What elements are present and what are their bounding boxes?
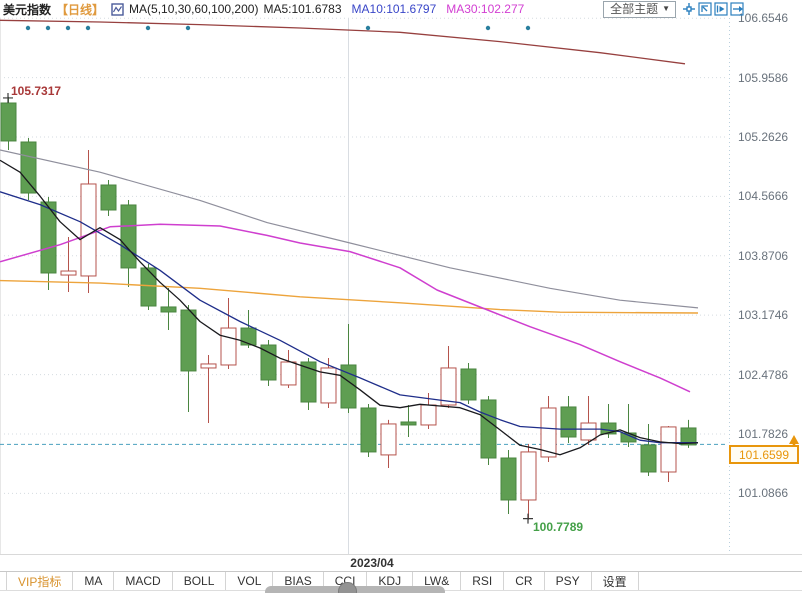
indicator-tab-RSI[interactable]: RSI [461,572,505,590]
legend-bar: 美元指数 【日线】 MA(5,10,30,60,100,200) MA5:101… [0,0,802,18]
last-price-tag: 101.6599 [729,445,799,465]
price-alert-arrow-icon [789,435,799,447]
candle[interactable] [380,423,397,456]
indicator-tab-MACD[interactable]: MACD [114,572,173,590]
candle[interactable] [220,327,237,366]
indicator-tab-VIP指标[interactable]: VIP指标 [6,572,74,590]
candle[interactable] [320,367,337,404]
candle[interactable] [560,406,577,438]
time-scrollbar-knob[interactable] [338,582,357,593]
indicator-tab-PSY[interactable]: PSY [545,572,592,590]
high-point-marker [3,92,13,103]
candle[interactable] [640,444,657,473]
candle[interactable] [280,361,297,386]
candle[interactable] [240,327,257,346]
y-axis-tick: 102.4786 [738,367,789,382]
candle[interactable] [420,404,437,426]
event-dot [145,25,151,31]
indicator-tab-BOLL[interactable]: BOLL [173,572,227,590]
candle[interactable] [0,102,17,142]
period-tag: 【日线】 [56,2,105,17]
y-axis-tick: 101.7826 [738,426,789,441]
candle[interactable] [580,422,597,441]
indicator-tab-LW&[interactable]: LW& [413,572,462,590]
candle[interactable] [300,361,317,403]
ma-line-MA30 [0,223,691,393]
candle[interactable] [200,363,217,369]
y-axis-tick: 103.8706 [738,248,789,263]
low-price-annotation: 100.7789 [533,520,584,534]
y-axis-tick: 106.6546 [738,11,789,26]
low-point-marker [523,513,533,524]
y-axis-tick: 103.1746 [738,308,789,323]
chart-toolbuttons [682,2,744,16]
chart-controls: 全部主题 ▼ [603,0,802,18]
candle[interactable] [540,407,557,458]
event-dot [485,25,491,31]
candle[interactable] [660,426,677,473]
ma-group-label: MA(5,10,30,60,100,200) [129,2,259,16]
candle[interactable] [400,421,417,426]
high-price-annotation: 105.7317 [11,84,62,98]
event-dot [365,25,371,31]
event-dot [25,25,31,31]
crosshair-icon[interactable] [682,2,696,16]
ma-line-MA200 [0,19,686,65]
ma-value-readouts: MA5:101.6783 MA10:101.6797 MA30:102.277 [263,2,524,16]
line-chart-icon [111,2,124,16]
ma-line-MA5 [0,159,699,456]
candle[interactable] [120,204,137,269]
candle[interactable] [440,367,457,406]
y-axis-tick: 104.5666 [738,189,789,204]
candle[interactable] [500,457,517,501]
candle[interactable] [40,201,57,274]
chevron-down-icon: ▼ [662,3,670,13]
candle[interactable] [360,407,377,453]
y-axis-tick: 105.9586 [738,70,789,85]
ma-line-MA100 [0,279,699,314]
event-dot [85,25,91,31]
candle[interactable] [600,422,617,435]
ma-line-MA60 [0,149,699,309]
indicator-tab-设置[interactable]: 设置 [592,572,639,590]
ma-value: MA10:101.6797 [351,2,437,16]
candle[interactable] [460,368,477,401]
candle[interactable] [140,267,157,307]
candle[interactable] [60,270,77,276]
ma-value: MA30:102.277 [446,2,525,16]
indicator-tab-CR[interactable]: CR [504,572,545,590]
symbol-name: 美元指数 [3,2,52,17]
theme-selector-label: 全部主题 [610,1,659,16]
ma-line-MA10 [0,191,698,444]
ma-value: MA5:101.6783 [263,2,342,16]
candle[interactable] [160,306,177,313]
indicator-tab-MA[interactable]: MA [73,572,115,590]
candle[interactable] [520,451,537,501]
price-axis: 106.6546 105.9586 105.2626 104.5666 103.8706… [728,0,802,593]
candle[interactable] [20,141,37,194]
event-dot [65,25,71,31]
theme-selector[interactable]: 全部主题 ▼ [603,0,676,18]
candle[interactable] [100,184,117,211]
y-axis-tick: 105.2626 [738,129,789,144]
indicator-tab-KDJ[interactable]: KDJ [367,572,414,590]
y-axis-tick: 101.0866 [738,486,789,501]
candle[interactable] [680,427,697,446]
event-dot [45,25,51,31]
x-axis-date-label: 2023/04 [350,556,394,570]
indicator-tab-VOL[interactable]: VOL [226,572,274,590]
play-forward-icon[interactable] [714,2,728,16]
event-dot [185,25,191,31]
export-right-icon[interactable] [730,2,744,16]
zoom-range-icon[interactable] [698,2,712,16]
candle[interactable] [480,399,497,459]
event-dot [525,25,531,31]
candle[interactable] [180,309,197,372]
indicator-tab-BIAS[interactable]: BIAS [273,572,324,590]
